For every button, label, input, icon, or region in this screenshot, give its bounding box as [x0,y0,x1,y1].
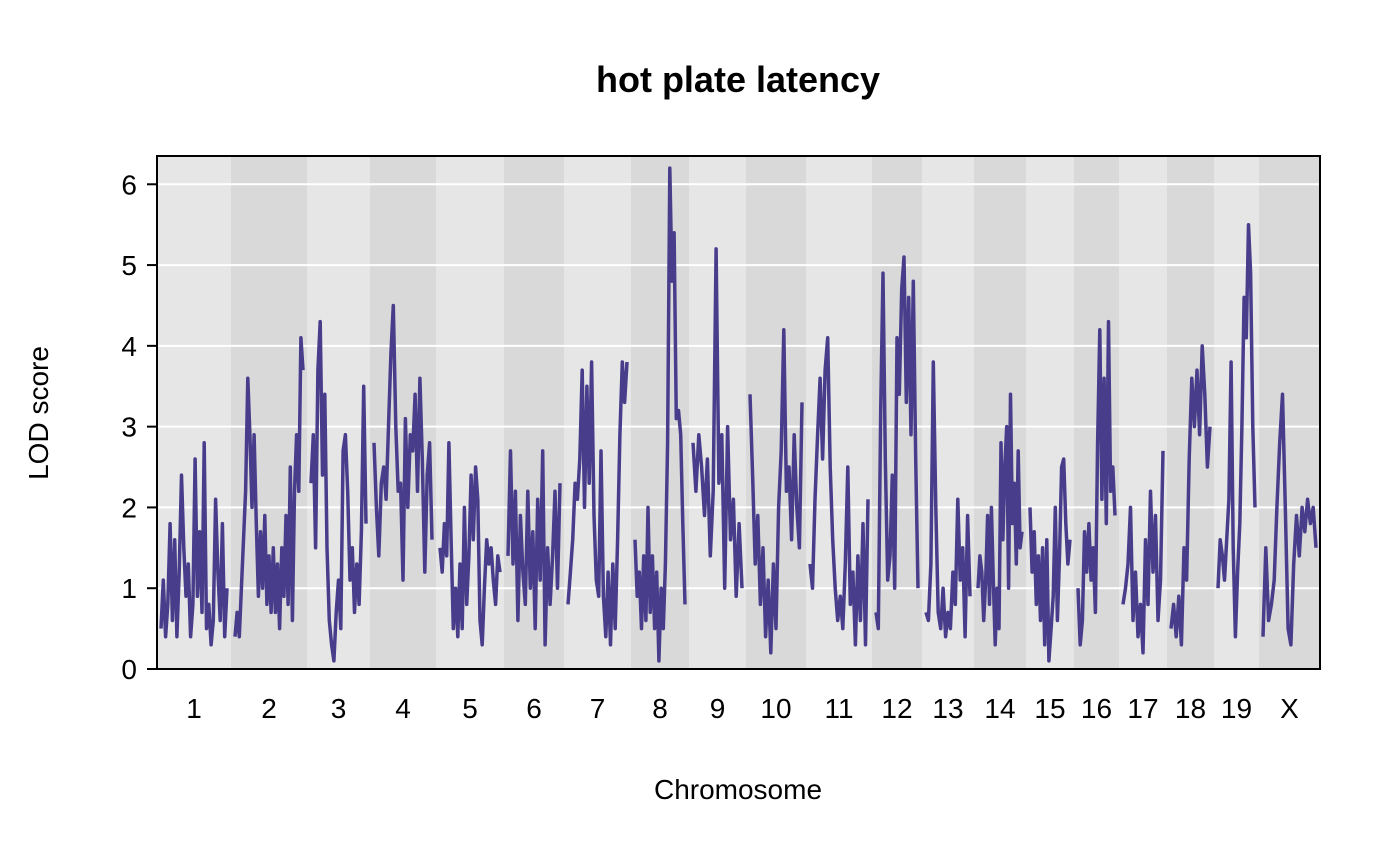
chromosome-label-6: 6 [526,693,542,724]
lod-curve-chr-19 [1216,222,1257,639]
chromosome-label-19: 19 [1221,693,1252,724]
lod-curves [159,166,1318,663]
lod-curve-chr-6 [506,449,562,647]
y-tick-label: 3 [121,412,137,443]
chromosome-label-2: 2 [261,693,277,724]
chromosome-label-7: 7 [590,693,606,724]
lod-curve-chr-14 [976,392,1024,647]
y-tick-label: 0 [121,654,137,685]
chromosome-label-8: 8 [652,693,668,724]
lod-curve-chr-4 [372,303,434,582]
chromosome-label-11: 11 [824,693,853,724]
y-tick-label: 2 [121,492,137,523]
lod-curve-chr-3 [309,319,368,663]
chromosome-label-12: 12 [881,693,912,724]
lod-curve-chr-X [1261,392,1318,647]
plot-frame [156,155,1321,670]
lod-curve-chr-17 [1121,450,1165,655]
lod-curve-chr-1 [159,441,229,647]
y-tick-label: 5 [121,250,137,281]
y-tick-label: 1 [121,573,137,604]
chromosome-label-9: 9 [710,693,726,724]
chromosome-label-X: X [1280,693,1299,724]
chromosome-label-17: 17 [1127,693,1158,724]
y-tick-label: 6 [121,169,137,200]
lod-curve-chr-8 [633,166,687,663]
chart-title: hot plate latency [596,59,880,100]
chromosome-label-16: 16 [1081,693,1112,724]
chromosome-label-4: 4 [395,693,411,724]
lod-curve-chr-5 [438,441,502,647]
lod-curve-chr-18 [1169,344,1212,647]
chromosome-label-14: 14 [984,693,1015,724]
chromosome-band-4 [370,156,436,669]
chromosome-labels: 1 2 3 4 5 6 7 8 9 10 11 12 13 14 15 16 17 18 19 X [186,693,1299,724]
lod-curve-chr-16 [1076,319,1117,647]
lod-curve-chr-11 [808,336,870,647]
lod-curve-chr-15 [1028,457,1072,663]
lod-curve-chr-7 [566,360,629,647]
lod-curve-chr-10 [748,327,804,655]
y-tick-label: 4 [121,331,137,362]
chromosome-band-X [1259,156,1320,669]
y-axis-label: LOD score [23,346,54,480]
lod-curve-chr-13 [924,360,972,639]
chromosome-label-13: 13 [932,693,963,724]
lod-curve-chr-12 [874,255,920,631]
chromosome-band-15 [1026,156,1074,669]
chromosome-label-15: 15 [1034,693,1065,724]
x-axis-label: Chromosome [654,774,822,805]
lod-curve-chr-2 [233,336,305,639]
chromosome-label-10: 10 [760,693,791,724]
y-axis-ticks: 0 1 2 3 4 5 6 [121,169,157,685]
lod-curve-chr-9 [691,247,744,599]
chromosome-label-1: 1 [186,693,202,724]
chromosome-label-18: 18 [1175,693,1206,724]
chromosome-label-5: 5 [462,693,478,724]
gridlines [157,183,1320,590]
chromosome-label-3: 3 [331,693,347,724]
